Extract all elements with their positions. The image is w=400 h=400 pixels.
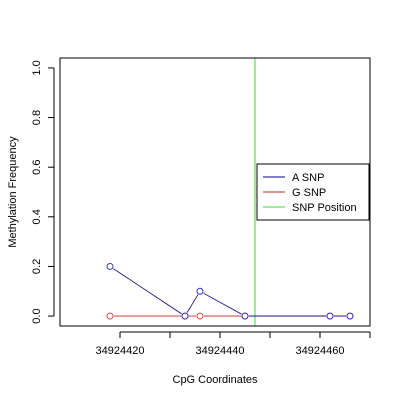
y-tick-label: 0.2 bbox=[31, 259, 43, 274]
a-snp-point bbox=[326, 312, 334, 320]
x-tick-label: 34924460 bbox=[296, 345, 345, 357]
a-snp-segment bbox=[186, 294, 199, 313]
a-snp-point bbox=[241, 312, 249, 320]
a-snp-segment bbox=[203, 292, 242, 315]
legend-label-snp-position: SNP Position bbox=[292, 202, 357, 214]
g-snp-point bbox=[106, 312, 114, 320]
y-tick-label: 0.6 bbox=[31, 160, 43, 175]
x-tick-label: 34924440 bbox=[196, 345, 245, 357]
y-axis: 0.0 0.2 0.4 0.6 0.8 1.0 bbox=[31, 60, 55, 324]
legend: A SNP G SNP SNP Position bbox=[256, 163, 370, 221]
a-snp-segment bbox=[113, 268, 182, 315]
a-snp-point bbox=[106, 262, 114, 270]
y-tick-label: 1.0 bbox=[31, 60, 43, 75]
plot-layer bbox=[106, 58, 354, 326]
a-snp-point bbox=[196, 287, 204, 295]
y-tick-label: 0.4 bbox=[31, 209, 43, 224]
legend-label-a-snp: A SNP bbox=[292, 172, 324, 184]
x-axis-label: CpG Coordinates bbox=[173, 374, 258, 386]
a-snp-point bbox=[181, 312, 189, 320]
x-tick-label: 34924420 bbox=[96, 345, 145, 357]
y-tick-label: 0.8 bbox=[31, 110, 43, 125]
a-snp-point bbox=[346, 312, 354, 320]
y-axis-label: Methylation Frequency bbox=[7, 136, 19, 248]
x-axis: 34924420 34924440 34924460 bbox=[96, 331, 371, 357]
legend-label-g-snp: G SNP bbox=[292, 187, 326, 199]
y-tick-label: 0.0 bbox=[31, 308, 43, 323]
g-snp-point bbox=[196, 312, 204, 320]
plot-frame bbox=[59, 57, 371, 327]
